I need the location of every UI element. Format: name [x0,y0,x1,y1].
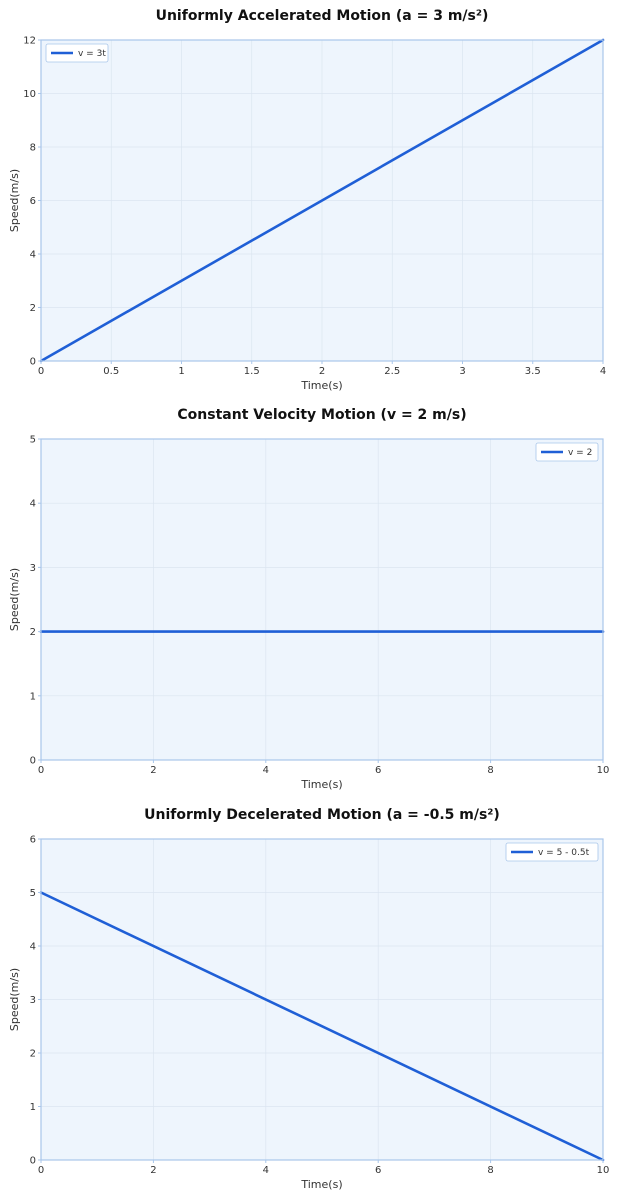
y-tick-label: 2 [30,1049,36,1060]
y-tick-label: 8 [30,143,36,154]
x-axis-label: Time(s) [300,379,342,392]
x-tick-label: 4 [263,1165,269,1176]
x-axis-label: Time(s) [300,1178,342,1191]
chart-title: Uniformly Decelerated Motion (a = -0.5 m… [144,807,500,823]
x-tick-label: 1 [178,366,184,377]
legend-label: v = 5 - 0.5t [538,848,590,858]
legend-box [505,842,599,862]
series-line [39,891,605,1162]
x-tick-label: 0 [38,366,44,377]
y-tick-label: 3 [30,563,36,574]
x-tick-label: 2.5 [384,366,400,377]
y-tick-label: 0 [30,1156,36,1167]
y-tick-label: 6 [30,196,36,207]
x-tick-label: 1.5 [244,366,260,377]
y-tick-label: 10 [23,89,36,100]
x-tick-label: 0.5 [103,366,119,377]
x-tick-label: 3 [459,366,465,377]
x-tick-label: 2 [150,765,156,776]
y-tick-label: 4 [30,499,36,510]
y-tick-label: 1 [30,1102,36,1113]
chart-title: Uniformly Accelerated Motion (a = 3 m/s²… [156,8,489,24]
y-tick-label: 4 [30,942,36,953]
x-tick-label: 0 [38,765,44,776]
x-tick-label: 2 [150,1165,156,1176]
x-tick-label: 10 [597,765,610,776]
y-axis-label: Speed(m/s) [8,169,21,232]
y-tick-label: 5 [30,888,36,899]
y-tick-label: 3 [30,995,36,1006]
x-tick-label: 3.5 [525,366,541,377]
x-tick-label: 0 [38,1165,44,1176]
series-line [39,38,605,363]
y-tick-label: 1 [30,691,36,702]
chart-title: Constant Velocity Motion (v = 2 m/s) [177,407,466,423]
y-tick-label: 5 [30,435,36,446]
y-tick-label: 4 [30,250,36,261]
x-axis-label: Time(s) [300,778,342,791]
legend-box [535,442,599,462]
x-tick-label: 6 [375,1165,381,1176]
x-tick-label: 8 [487,1165,493,1176]
x-tick-label: 4 [263,765,269,776]
y-axis-label: Speed(m/s) [8,968,21,1031]
y-tick-label: 0 [30,756,36,767]
x-tick-label: 8 [487,765,493,776]
plot-area [41,439,603,760]
y-tick-label: 2 [30,627,36,638]
x-tick-label: 4 [600,366,606,377]
legend-label: v = 3t [78,49,106,59]
x-tick-label: 2 [319,366,325,377]
x-tick-label: 10 [597,1165,610,1176]
x-tick-label: 6 [375,765,381,776]
y-tick-label: 12 [23,36,36,47]
y-axis-label: Speed(m/s) [8,568,21,631]
y-tick-label: 0 [30,357,36,368]
y-tick-label: 6 [30,835,36,846]
axes-frame [40,438,604,761]
y-tick-label: 2 [30,303,36,314]
legend-label: v = 2 [568,448,592,458]
legend-box [45,43,109,63]
